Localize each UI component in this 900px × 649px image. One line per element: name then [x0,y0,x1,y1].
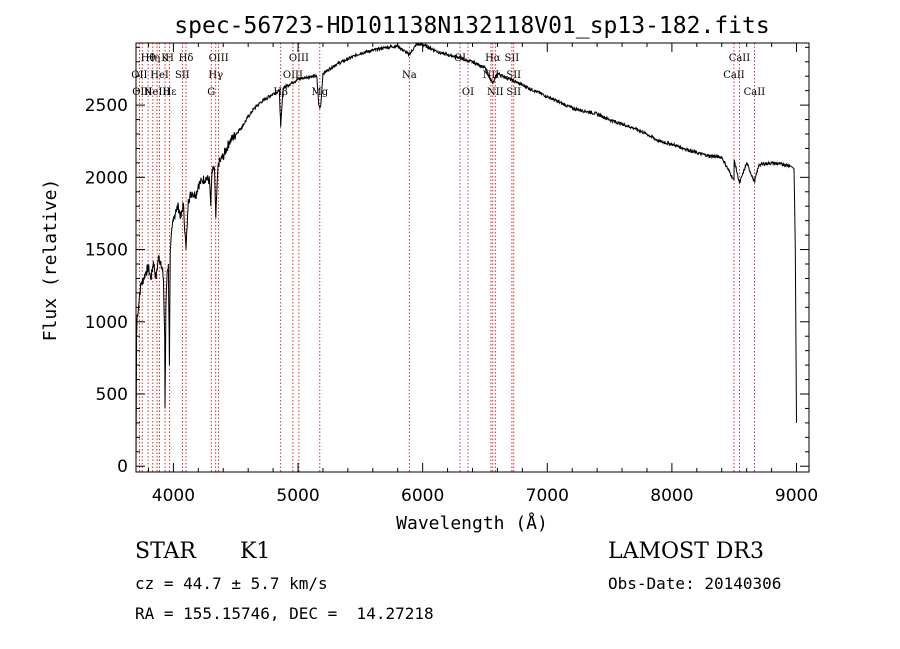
x-axis-label: Wavelength (Å) [396,512,548,534]
spectral-line-label: Hγ [208,70,223,81]
spectral-line-label: Na [402,70,417,81]
y-tick-label: 2500 [85,96,128,116]
coordinates-text: RA = 155.15746, DEC = 14.27218 [135,604,434,623]
x-tick-label: 8000 [650,486,693,506]
spectral-line-label: SII [505,53,520,64]
spectral-line-label: Hα [485,53,501,64]
y-tick-label: 2000 [85,168,128,188]
spectral-line-label: NII [487,87,504,98]
y-tick-label: 1000 [85,313,128,333]
redshift-text: cz = 44.7 ± 5.7 km/s [135,574,328,593]
spectral-line-label: G [207,87,215,98]
spectral-line-label: Hδ [179,53,194,64]
chart-title: spec-56723-HD101138N132118V01_sp13-182.f… [174,13,769,39]
spectral-line-label: OI [462,87,474,98]
spectral-line-label: CaII [729,53,751,64]
spectral-line-label: Hε [163,87,177,98]
spectral-line-label: Hβ [273,87,288,98]
spectral-line-label: OI [454,53,466,64]
spectral-line-label: Hη [145,53,160,64]
spectral-line-label: SII [506,70,521,81]
obs-date-text: Obs-Date: 20140306 [608,574,782,593]
spectral-line-label: H [165,53,174,64]
survey-label: LAMOST DR3 [608,539,764,564]
y-tick-label: 500 [96,385,128,405]
spectral-line-label: K [161,53,169,64]
x-tick-label: 9000 [775,486,818,506]
x-tick-label: 6000 [401,486,444,506]
subclass-label: K1 [240,539,271,564]
spectral-line-label: SII [175,70,190,81]
class-label: STAR [135,539,196,564]
spectrum-line [135,41,797,467]
x-tick-label: 4000 [152,486,195,506]
spectral-line-label: OIII [289,53,309,64]
y-axis-label: Flux (relative) [40,179,61,342]
spectral-line-label: CaII [723,70,745,81]
plot-frame [135,42,810,473]
spectral-line-label: HeI [150,70,169,81]
spectral-line-label: OIII [283,70,303,81]
spectral-line-label: NeIII [144,87,171,98]
y-tick-label: 0 [117,457,128,477]
spectral-line-label: SII [506,87,521,98]
spectrum-series [135,41,797,467]
axes: 4000 5000 6000 7000 8000 9000 0 500 1000 1500 2000… [85,43,818,506]
spectral-line-label: NII [483,70,500,81]
spectral-line-label: Mg [312,87,329,98]
spectral-line-label: OIII [132,87,152,98]
x-tick-label: 5000 [276,486,319,506]
spectral-line-label: OII [131,70,147,81]
spectral-line-label: OIII [209,53,229,64]
spectral-line-label: CaII [744,87,766,98]
x-tick-label: 7000 [526,486,569,506]
y-tick-label: 1500 [85,241,128,261]
spectral-line-label: Hθ [141,53,156,64]
